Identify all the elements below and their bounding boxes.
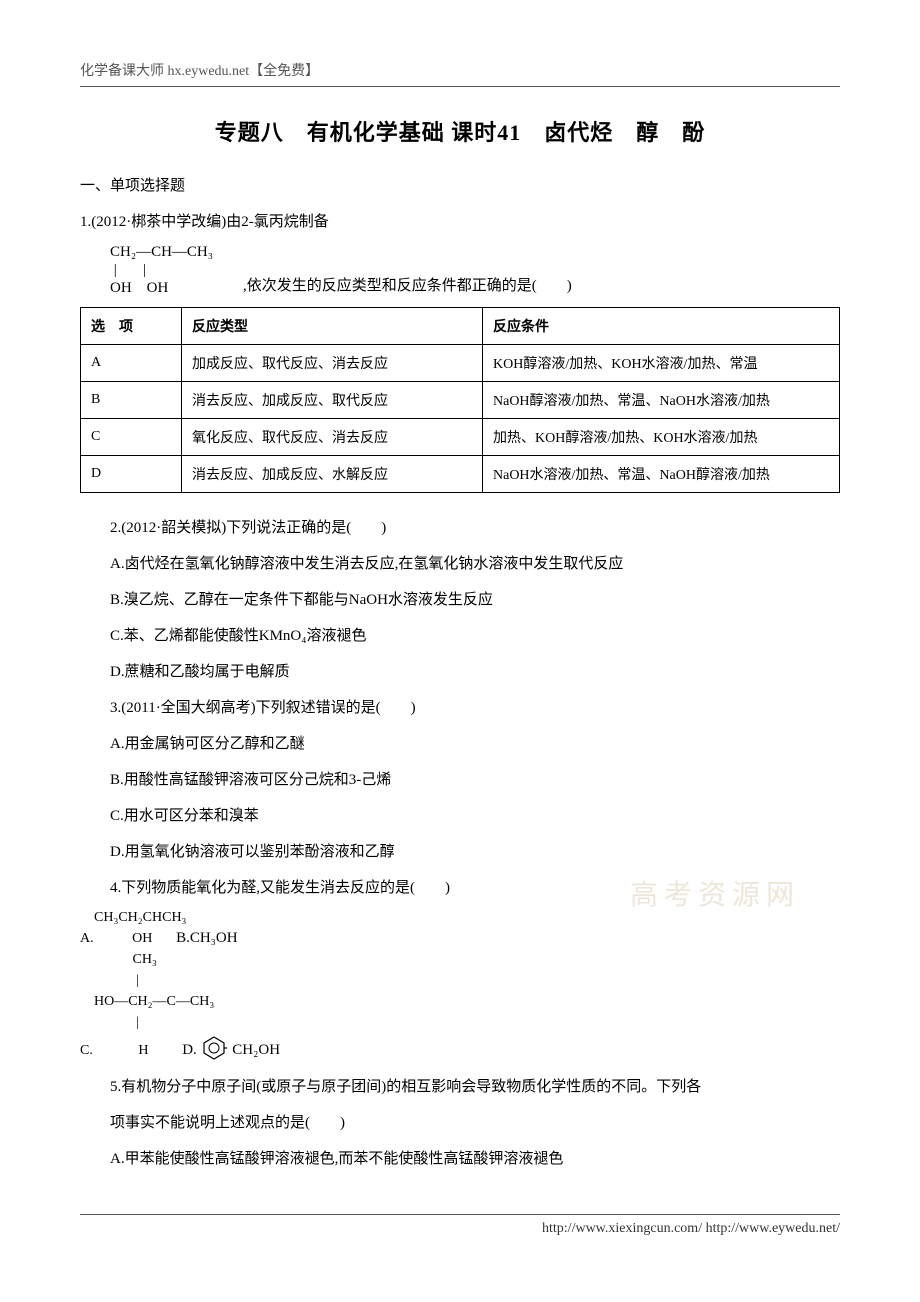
opt-cell: D xyxy=(81,456,182,493)
q4-option-b: B.CH₃OH xyxy=(176,930,238,946)
page-footer: http://www.xiexingcun.com/ http://www.ey… xyxy=(80,1214,840,1237)
q4-stem: 4.下列物质能氧化为醛,又能发生消去反应的是( ) xyxy=(80,873,840,903)
table-row: D 消去反应、加成反应、水解反应 NaOH水溶液/加热、常温、NaOH醇溶液/加… xyxy=(81,456,840,493)
q3-option-a: A.用金属钠可区分乙醇和乙醚 xyxy=(80,729,840,759)
q2-stem: 2.(2012·韶关模拟)下列说法正确的是( ) xyxy=(80,513,840,543)
col-header-cond: 反应条件 xyxy=(483,308,840,345)
opt-cell: A xyxy=(81,345,182,382)
page-title: 专题八 有机化学基础 课时41 卤代烃 醇 酚 xyxy=(80,115,840,147)
type-cell: 加成反应、取代反应、消去反应 xyxy=(182,345,483,382)
q3-option-b: B.用酸性高锰酸钾溶液可区分己烷和3-己烯 xyxy=(80,765,840,795)
q1-stem-part1: 1.(2012·梆茶中学改编)由2-氯丙烷制备 xyxy=(80,207,840,237)
q4-a-struct-r2: A. OH xyxy=(80,931,152,946)
table-header-row: 选 项 反应类型 反应条件 xyxy=(81,308,840,345)
q4-c-r1: CH₃ xyxy=(80,952,157,967)
q2-option-b: B.溴乙烷、乙醇在一定条件下都能与NaOH水溶液发生反应 xyxy=(80,585,840,615)
q1-struct-row3: OH OH xyxy=(110,279,213,297)
q5-option-a: A.甲苯能使酸性高锰酸钾溶液褪色,而苯不能使酸性高锰酸钾溶液褪色 xyxy=(80,1144,840,1174)
cond-cell: KOH醇溶液/加热、KOH水溶液/加热、常温 xyxy=(483,345,840,382)
q4-a-struct-r1: CH₃CH₂CHCH₃ xyxy=(80,910,186,925)
type-cell: 消去反应、加成反应、取代反应 xyxy=(182,382,483,419)
q2-option-a: A.卤代烃在氢氧化钠醇溶液中发生消去反应,在氢氧化钠水溶液中发生取代反应 xyxy=(80,549,840,579)
q1-structure: CH₂—CH—CH₃ | | OH OH xyxy=(110,243,213,297)
benzene-ring-icon xyxy=(201,1035,227,1066)
q5-stem-line2: 项事实不能说明上述观点的是( ) xyxy=(80,1108,840,1138)
table-row: C 氧化反应、取代反应、消去反应 加热、KOH醇溶液/加热、KOH水溶液/加热 xyxy=(81,419,840,456)
q3-stem: 3.(2011·全国大纲高考)下列叙述错误的是( ) xyxy=(80,693,840,723)
q4-c-r3: HO—CH₂—C—CH₃ xyxy=(80,994,214,1009)
q4-option-d-tail: CH₂OH xyxy=(232,1042,280,1058)
q2-option-d: D.蔗糖和乙酸均属于电解质 xyxy=(80,657,840,687)
q1-options-table: 选 项 反应类型 反应条件 A 加成反应、取代反应、消去反应 KOH醇溶液/加热… xyxy=(80,307,840,493)
q3-option-c: C.用水可区分苯和溴苯 xyxy=(80,801,840,831)
table-row: B 消去反应、加成反应、取代反应 NaOH醇溶液/加热、常温、NaOH水溶液/加… xyxy=(81,382,840,419)
q4-c-r5: C. H xyxy=(80,1043,148,1058)
opt-cell: B xyxy=(81,382,182,419)
q3-option-d: D.用氢氧化钠溶液可以鉴别苯酚溶液和乙醇 xyxy=(80,837,840,867)
section-heading: 一、单项选择题 xyxy=(80,171,840,201)
q4-c-r2: | xyxy=(80,973,139,988)
q4-c-r4: | xyxy=(80,1015,139,1030)
q1-struct-row2: | | xyxy=(110,261,213,279)
table-row: A 加成反应、取代反应、消去反应 KOH醇溶液/加热、KOH水溶液/加热、常温 xyxy=(81,345,840,382)
type-cell: 氧化反应、取代反应、消去反应 xyxy=(182,419,483,456)
q5-stem-line1: 5.有机物分子中原子间(或原子与原子团间)的相互影响会导致物质化学性质的不同。下… xyxy=(80,1072,840,1102)
col-header-option: 选 项 xyxy=(81,308,182,345)
q1-stem-part2: ,依次发生的反应类型和反应条件都正确的是( ) xyxy=(243,274,572,297)
type-cell: 消去反应、加成反应、水解反应 xyxy=(182,456,483,493)
col-header-type: 反应类型 xyxy=(182,308,483,345)
q1-struct-row1: CH₂—CH—CH₃ xyxy=(110,243,213,261)
cond-cell: NaOH水溶液/加热、常温、NaOH醇溶液/加热 xyxy=(483,456,840,493)
page-header: 化学备课大师 hx.eywedu.net【全免费】 xyxy=(80,60,840,87)
q4-option-d-label: D. xyxy=(182,1042,197,1058)
q2-option-c: C.苯、乙烯都能使酸性KMnO₄溶液褪色 xyxy=(80,621,840,651)
opt-cell: C xyxy=(81,419,182,456)
cond-cell: NaOH醇溶液/加热、常温、NaOH水溶液/加热 xyxy=(483,382,840,419)
cond-cell: 加热、KOH醇溶液/加热、KOH水溶液/加热 xyxy=(483,419,840,456)
